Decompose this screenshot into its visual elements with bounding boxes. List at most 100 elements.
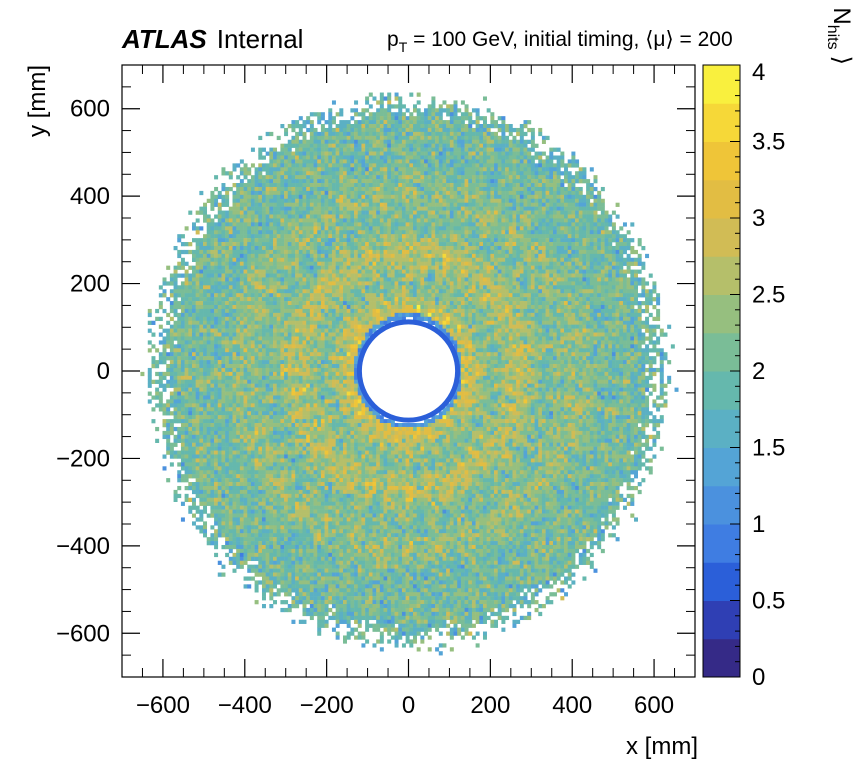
heatmap-cell: [575, 218, 580, 223]
heatmap-cell: [243, 242, 248, 247]
heatmap-cell: [357, 238, 362, 243]
heatmap-cell: [158, 285, 163, 290]
heatmap-cell: [435, 301, 440, 306]
heatmap-cell: [622, 281, 627, 286]
heatmap-cell: [567, 238, 572, 243]
heatmap-cell: [265, 186, 270, 192]
heatmap-cell: [379, 234, 384, 239]
heatmap-cell: [324, 143, 329, 148]
heatmap-cell: [199, 265, 204, 270]
heatmap-cell: [221, 301, 226, 306]
heatmap-cell: [530, 281, 535, 286]
heatmap-cell: [276, 257, 281, 263]
heatmap-cell: [575, 265, 580, 270]
heatmap-cell: [343, 120, 347, 125]
heatmap-cell: [457, 293, 462, 298]
heatmap-cell: [556, 226, 561, 231]
heatmap-cell: [232, 281, 237, 286]
heatmap-cell: [468, 281, 473, 286]
heatmap-cell: [453, 218, 458, 223]
heatmap-cell: [409, 249, 414, 255]
heatmap-cell: [431, 147, 436, 152]
heatmap-cell: [589, 269, 594, 274]
heatmap-cell: [578, 293, 583, 298]
heatmap-cell: [435, 112, 440, 117]
heatmap-cell: [405, 206, 410, 211]
heatmap-cell: [435, 127, 440, 133]
heatmap-cell: [611, 238, 616, 243]
heatmap-cell: [368, 171, 373, 176]
heatmap-cell: [273, 230, 278, 235]
heatmap-cell: [387, 210, 392, 215]
heatmap-cell: [586, 234, 591, 239]
heatmap-cell: [273, 214, 278, 219]
heatmap-cell: [302, 285, 307, 290]
heatmap-cell: [394, 183, 399, 188]
heatmap-cell: [295, 120, 300, 125]
heatmap-cell: [626, 297, 631, 302]
heatmap-cell: [313, 293, 318, 298]
heatmap-cell: [464, 143, 469, 148]
heatmap-cell: [324, 171, 329, 176]
heatmap-cell: [494, 206, 499, 211]
heatmap-cell: [243, 190, 248, 196]
heatmap-cell: [291, 238, 296, 243]
heatmap-cell: [365, 210, 370, 215]
heatmap-cell: [401, 143, 406, 148]
heatmap-cell: [309, 163, 314, 168]
heatmap-cell: [354, 190, 359, 196]
heatmap-cell: [376, 293, 381, 298]
heatmap-cell: [435, 265, 440, 270]
heatmap-cell: [490, 281, 495, 286]
heatmap-cell: [556, 159, 561, 164]
heatmap-cell: [368, 285, 373, 290]
heatmap-cell: [398, 139, 403, 144]
heatmap-cell: [431, 202, 436, 207]
heatmap-cell: [582, 273, 587, 278]
heatmap-cell: [390, 147, 395, 152]
heatmap-cell: [442, 194, 447, 200]
heatmap-cell: [398, 253, 403, 259]
heatmap-cell: [438, 124, 443, 129]
heatmap-cell: [534, 151, 539, 156]
heatmap-cell: [379, 131, 384, 137]
heatmap-cell: [324, 147, 329, 152]
heatmap-cell: [394, 218, 399, 223]
heatmap-cell: [486, 163, 491, 168]
heatmap-cell: [545, 269, 550, 274]
heatmap-cell: [582, 214, 587, 219]
heatmap-cell: [295, 297, 300, 302]
heatmap-cell: [317, 186, 322, 192]
heatmap-cell: [505, 124, 510, 129]
heatmap-cell: [184, 273, 189, 278]
heatmap-cell: [243, 277, 248, 282]
heatmap-cell: [372, 116, 377, 121]
heatmap-cell: [287, 301, 292, 306]
heatmap-cell: [169, 293, 174, 298]
heatmap-cell: [387, 198, 392, 203]
heatmap-cell: [324, 265, 329, 270]
heatmap-cell: [361, 116, 366, 121]
heatmap-cell: [320, 269, 325, 274]
heatmap-cell: [457, 245, 462, 251]
heatmap-cell: [320, 198, 325, 203]
heatmap-cell: [413, 257, 417, 263]
heatmap-cell: [276, 206, 281, 211]
heatmap-cell: [471, 175, 476, 180]
heatmap-cell: [482, 281, 487, 286]
heatmap-cell: [519, 127, 524, 133]
heatmap-cell: [431, 277, 436, 282]
heatmap-cell: [438, 242, 443, 247]
heatmap-cell: [560, 261, 565, 266]
heatmap-cell: [427, 186, 432, 192]
heatmap-cell: [442, 293, 447, 298]
heatmap-cell: [431, 222, 436, 227]
heatmap-cell: [545, 186, 550, 192]
heatmap-cell: [656, 293, 661, 298]
heatmap-cell: [464, 135, 469, 141]
heatmap-cell: [453, 281, 458, 286]
heatmap-cell: [188, 281, 193, 286]
heatmap-cell: [284, 281, 289, 286]
heatmap-cell: [556, 285, 561, 290]
heatmap-cell: [545, 226, 550, 231]
